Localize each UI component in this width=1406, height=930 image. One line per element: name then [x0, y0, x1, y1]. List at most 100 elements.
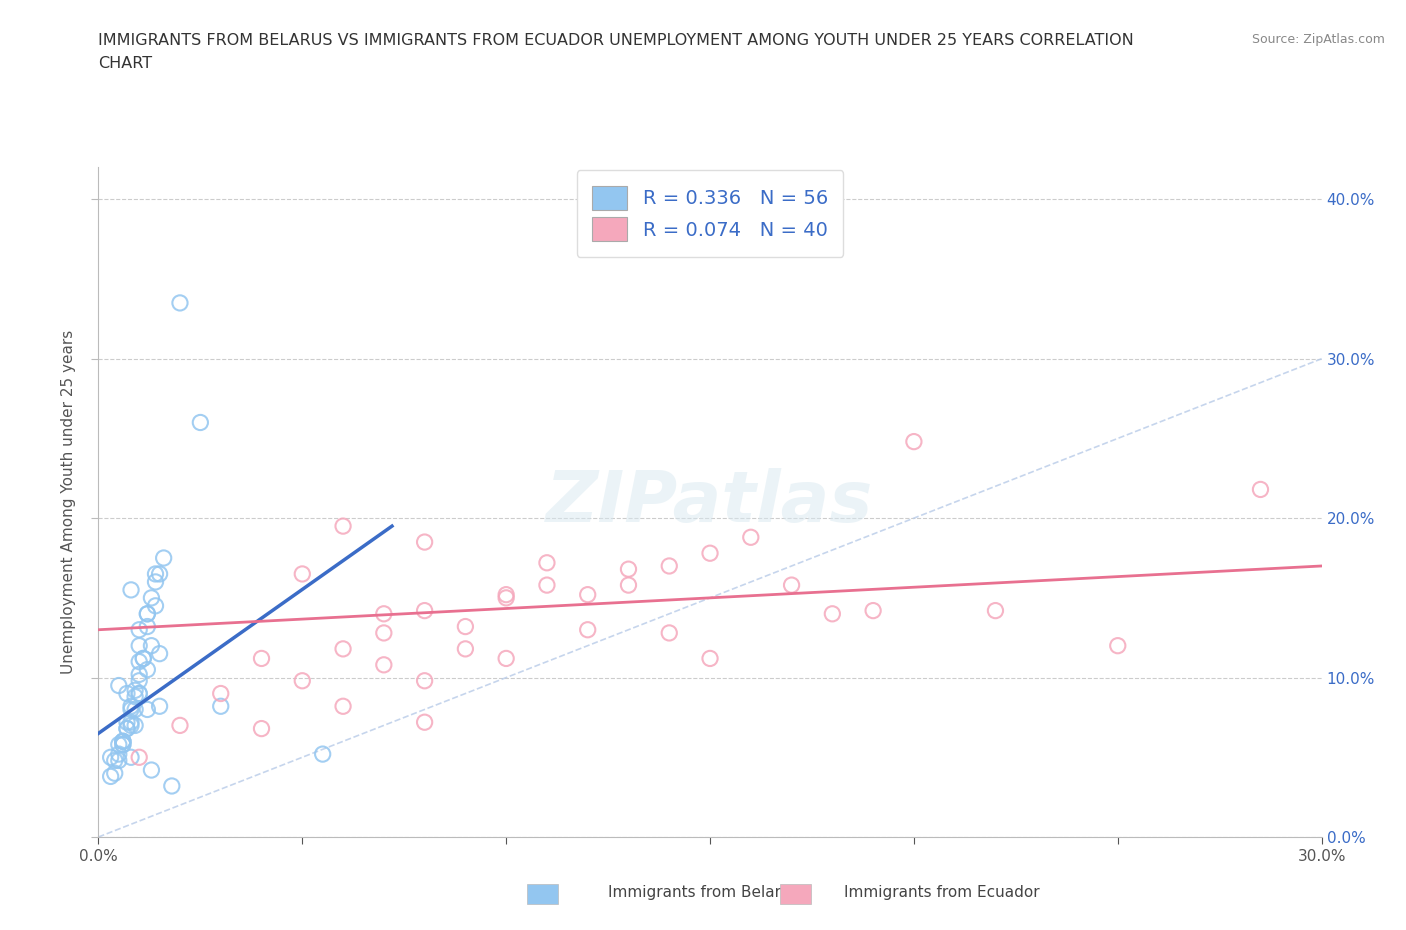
Point: [128, 667, 150, 682]
Point: [115, 686, 138, 701]
Point: [495, 591, 517, 605]
Point: [495, 587, 517, 602]
Point: [536, 578, 558, 592]
Point: [454, 619, 477, 634]
Point: [149, 566, 172, 581]
Point: [136, 662, 159, 677]
Point: [111, 734, 134, 749]
Point: [100, 769, 122, 784]
Point: [136, 606, 159, 621]
Point: [111, 734, 134, 749]
Point: [740, 530, 762, 545]
Point: [128, 686, 150, 701]
Point: [413, 535, 436, 550]
Point: [108, 678, 131, 693]
Point: [111, 737, 134, 752]
Point: [136, 702, 159, 717]
Point: [250, 721, 273, 736]
Point: [128, 638, 150, 653]
Point: [111, 737, 134, 752]
Point: [332, 698, 354, 713]
Point: [149, 698, 172, 713]
Point: [149, 646, 172, 661]
Point: [576, 587, 599, 602]
Point: [291, 673, 314, 688]
Point: [291, 566, 314, 581]
Point: [576, 622, 599, 637]
Text: ZIPatlas: ZIPatlas: [547, 468, 873, 537]
Point: [120, 582, 142, 597]
Text: Source: ZipAtlas.com: Source: ZipAtlas.com: [1251, 33, 1385, 46]
Point: [188, 415, 212, 430]
Text: CHART: CHART: [98, 56, 152, 71]
Point: [373, 658, 395, 672]
Point: [104, 765, 127, 780]
Point: [128, 673, 150, 688]
Point: [132, 651, 155, 666]
Point: [536, 555, 558, 570]
Point: [617, 562, 640, 577]
Point: [984, 604, 1007, 618]
Point: [111, 734, 134, 749]
Point: [780, 578, 803, 592]
Point: [160, 778, 183, 793]
Text: IMMIGRANTS FROM BELARUS VS IMMIGRANTS FROM ECUADOR UNEMPLOYMENT AMONG YOUTH UNDE: IMMIGRANTS FROM BELARUS VS IMMIGRANTS FR…: [98, 33, 1135, 47]
Point: [1249, 482, 1271, 497]
Point: [145, 598, 167, 613]
Point: [120, 718, 142, 733]
Point: [903, 434, 925, 449]
Point: [617, 578, 640, 592]
Legend: R = 0.336   N = 56, R = 0.074   N = 40: R = 0.336 N = 56, R = 0.074 N = 40: [576, 170, 844, 257]
Point: [699, 651, 721, 666]
Point: [124, 683, 146, 698]
Point: [141, 763, 163, 777]
Point: [104, 753, 127, 768]
Point: [115, 721, 138, 736]
Point: [124, 702, 146, 717]
Point: [169, 296, 191, 311]
Point: [115, 715, 138, 730]
Point: [250, 651, 273, 666]
Point: [124, 689, 146, 704]
Point: [100, 750, 122, 764]
Point: [413, 604, 436, 618]
Point: [862, 604, 884, 618]
Point: [115, 721, 138, 736]
Point: [658, 559, 681, 574]
Point: [454, 642, 477, 657]
Point: [128, 654, 150, 669]
Text: Immigrants from Ecuador: Immigrants from Ecuador: [844, 885, 1040, 900]
Point: [413, 715, 436, 730]
Point: [108, 747, 131, 762]
Point: [136, 619, 159, 634]
Point: [128, 750, 150, 764]
Point: [169, 718, 191, 733]
Point: [120, 702, 142, 717]
Point: [495, 651, 517, 666]
Point: [332, 642, 354, 657]
Point: [373, 606, 395, 621]
Point: [1107, 638, 1129, 653]
Point: [108, 737, 131, 752]
Point: [141, 638, 163, 653]
Point: [699, 546, 721, 561]
Point: [209, 686, 232, 701]
Text: Immigrants from Belarus: Immigrants from Belarus: [607, 885, 799, 900]
Point: [209, 698, 232, 713]
Point: [108, 753, 131, 768]
Point: [128, 622, 150, 637]
Point: [120, 698, 142, 713]
Point: [152, 551, 174, 565]
Point: [821, 606, 844, 621]
Point: [120, 750, 142, 764]
Point: [373, 626, 395, 641]
Point: [145, 575, 167, 590]
Point: [136, 606, 159, 621]
Point: [413, 673, 436, 688]
Point: [332, 519, 354, 534]
Point: [124, 718, 146, 733]
Point: [658, 626, 681, 641]
Point: [128, 686, 150, 701]
Y-axis label: Unemployment Among Youth under 25 years: Unemployment Among Youth under 25 years: [60, 330, 76, 674]
Point: [120, 715, 142, 730]
